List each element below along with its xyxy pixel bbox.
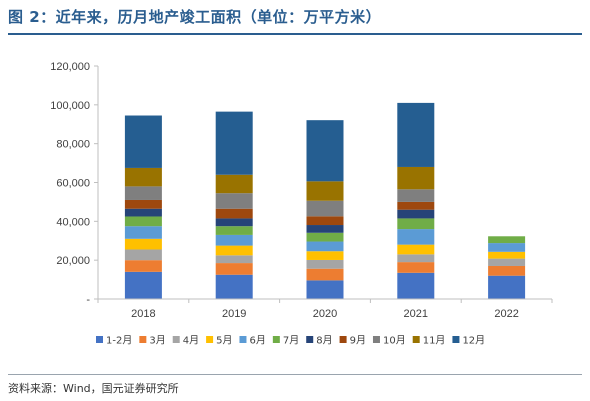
bar-stack-2022 [488, 236, 526, 299]
bar-segment [306, 251, 344, 260]
y-tick-label: 120,000 [50, 61, 90, 73]
bar-segment [124, 208, 162, 217]
legend-label: 7月 [283, 335, 299, 347]
y-tick-label: - [86, 294, 90, 306]
bar-segment [306, 280, 344, 299]
bar-segment [397, 229, 435, 245]
y-tick-label: 100,000 [50, 100, 90, 112]
y-axis: - 20,000 40,000 60,000 80,000 100,000 120,000 [50, 61, 99, 306]
bar-segment [306, 232, 344, 242]
bar-segment [215, 208, 253, 219]
bar-segment [306, 241, 344, 252]
stacked-bar-chart: -20,00040,00060,00080,000100,000120,000 … [50, 61, 553, 347]
bar-segment [124, 249, 162, 261]
bar-segment [124, 226, 162, 239]
bar-segment [488, 258, 526, 266]
bar-stack-2018 [124, 115, 162, 299]
legend-swatch [206, 336, 214, 343]
bar-segment [306, 268, 344, 281]
x-axis: 2018 2019 2020 2021 2022 [97, 298, 553, 320]
legend-swatch [272, 336, 280, 343]
legend-label: 9月 [350, 335, 366, 347]
bar-segment [397, 209, 435, 219]
bar-segment [215, 218, 253, 227]
legend-label: 4月 [183, 335, 199, 347]
bar-segment [215, 226, 253, 235]
legend-swatch [372, 336, 380, 343]
bar-segment [124, 238, 162, 250]
bar-segment [124, 199, 162, 209]
bar-segment [306, 259, 344, 269]
y-tick-label: 80,000 [56, 139, 90, 151]
figure-title: 图 2：近年来，历月地产竣工面积（单位：万平方米） [8, 8, 382, 26]
legend-swatch [239, 336, 247, 343]
bar-segment [215, 255, 253, 264]
bar-segment [306, 225, 344, 233]
bar-segment [215, 234, 253, 246]
bar-segment [124, 167, 162, 187]
bar-segment [397, 262, 435, 273]
legend-label: 1-2月 [106, 335, 132, 347]
legend-swatch [339, 336, 347, 343]
legend-label: 5月 [216, 335, 232, 347]
bar-stack-2021 [397, 102, 435, 299]
bar-segment [488, 275, 526, 299]
bar-segment [124, 115, 162, 168]
bar-segment [215, 111, 253, 175]
footer-divider [8, 374, 582, 375]
bar-segment [397, 254, 435, 263]
bar-segment [306, 181, 344, 201]
bar-segment [488, 265, 526, 276]
legend-swatch [139, 336, 147, 343]
bar-segment [124, 216, 162, 227]
legend-label: 11月 [423, 335, 446, 347]
legend-label: 12月 [462, 335, 485, 347]
x-tick-label: 2020 [313, 308, 337, 320]
bar-segment [124, 260, 162, 272]
bar-segment [397, 272, 435, 299]
legend-label: 8月 [316, 335, 332, 347]
legend-swatch [306, 336, 314, 343]
legend-swatch [452, 336, 460, 343]
legend-label: 3月 [149, 335, 165, 347]
x-tick-label: 2018 [131, 308, 155, 320]
bar-segment [397, 102, 435, 167]
legend-swatch [172, 336, 180, 343]
bar-stack-2019 [215, 111, 253, 299]
y-tick-label: 60,000 [56, 178, 90, 190]
bars [124, 102, 526, 299]
legend-label: 6月 [249, 335, 265, 347]
source-note: 资料来源：Wind，国元证券研究所 [8, 382, 179, 395]
bar-segment [215, 174, 253, 194]
bar-segment [397, 166, 435, 190]
bar-segment [397, 218, 435, 230]
bar-stack-2020 [306, 120, 344, 299]
bar-segment [124, 271, 162, 299]
bar-segment [215, 263, 253, 275]
bar-segment [306, 216, 344, 226]
x-tick-label: 2021 [404, 308, 428, 320]
bar-segment [306, 120, 344, 182]
bar-segment [397, 244, 435, 255]
title-divider [8, 33, 582, 35]
y-tick-label: 20,000 [56, 255, 90, 267]
bar-segment [124, 186, 162, 200]
bar-segment [215, 193, 253, 209]
bar-segment [306, 200, 344, 217]
bar-segment [488, 236, 526, 244]
bar-segment [397, 201, 435, 210]
legend: 1-2月 3月 4月 5月 6月 7月 8月 9月 10月 11月 12月 [96, 335, 485, 347]
legend-swatch [412, 336, 420, 343]
legend-swatch [96, 336, 103, 343]
bar-segment [215, 274, 253, 299]
x-tick-label: 2019 [222, 308, 246, 320]
bar-segment [488, 251, 526, 259]
y-tick-label: 40,000 [56, 216, 90, 228]
bar-segment [397, 189, 435, 202]
x-tick-label: 2022 [494, 308, 518, 320]
bar-segment [215, 245, 253, 256]
bar-segment [488, 243, 526, 252]
legend-label: 10月 [383, 335, 406, 347]
